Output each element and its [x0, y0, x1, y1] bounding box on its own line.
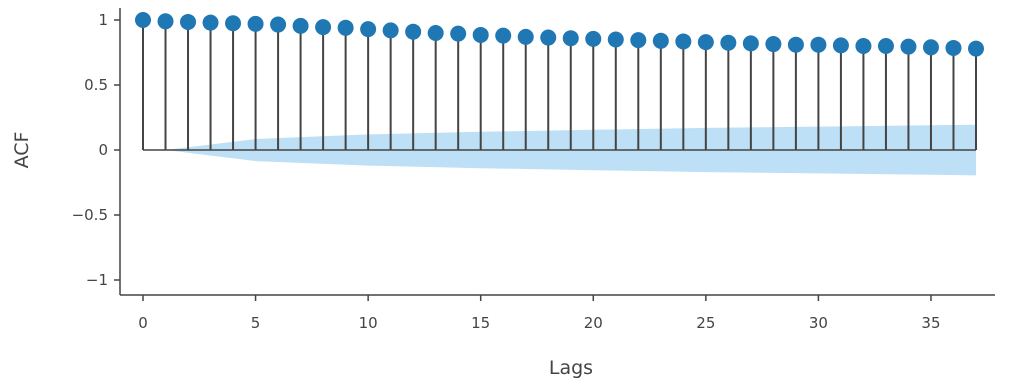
acf-point: [855, 38, 872, 54]
x-tick-label: 30: [809, 314, 828, 332]
acf-point: [202, 14, 219, 31]
y-tick-label: 0.5: [84, 76, 108, 94]
acf-point: [247, 15, 264, 32]
acf-point: [742, 35, 759, 52]
acf-point: [720, 34, 737, 51]
acf-point: [675, 33, 692, 50]
acf-point: [562, 30, 579, 47]
acf-point: [607, 31, 624, 48]
x-tick-label: 0: [138, 314, 148, 332]
acf-point: [495, 27, 512, 44]
x-tick-label: 20: [584, 314, 603, 332]
x-ticks: 0 5 10 15 20 25 30 35: [138, 295, 941, 332]
x-tick-label: 25: [696, 314, 715, 332]
y-tick-label: 0: [98, 141, 108, 159]
y-tick-label: −0.5: [72, 206, 108, 224]
x-axis-title: Lags: [549, 357, 593, 379]
acf-point: [337, 19, 354, 36]
acf-point: [765, 36, 782, 53]
acf-point: [472, 26, 489, 43]
acf-point: [225, 15, 242, 32]
acf-point: [877, 38, 894, 54]
acf-point: [630, 32, 647, 49]
plot-area: [135, 12, 984, 176]
acf-point: [968, 40, 984, 57]
acf-point: [180, 13, 197, 30]
markers-group: [135, 12, 984, 57]
acf-point: [652, 32, 669, 49]
x-tick-label: 15: [471, 314, 490, 332]
acf-point: [945, 39, 962, 56]
acf-point: [517, 28, 534, 45]
acf-point: [832, 37, 849, 54]
acf-point: [540, 29, 557, 46]
y-axis-title: ACF: [11, 132, 33, 169]
y-tick-label: −1: [86, 271, 108, 289]
axes: 1 0.5 0 −0.5 −1 0 5 10 15 20 25 30 35: [72, 8, 995, 332]
x-tick-label: 35: [921, 314, 940, 332]
acf-point: [135, 12, 151, 28]
acf-point: [292, 17, 309, 34]
acf-point: [382, 22, 399, 39]
acf-point: [360, 21, 377, 38]
acf-point: [315, 19, 332, 36]
acf-point: [427, 25, 444, 41]
y-tick-label: 1: [98, 11, 108, 29]
acf-point: [405, 23, 422, 40]
acf-point: [922, 39, 939, 56]
acf-point: [787, 36, 804, 53]
x-tick-label: 5: [251, 314, 261, 332]
acf-point: [585, 30, 602, 47]
stems-group: [142, 20, 977, 150]
acf-point: [900, 38, 917, 55]
y-ticks: 1 0.5 0 −0.5 −1: [72, 11, 120, 289]
acf-point: [157, 13, 174, 30]
acf-point: [697, 34, 714, 51]
acf-point: [810, 36, 827, 53]
acf-point: [450, 25, 467, 42]
x-tick-label: 10: [359, 314, 378, 332]
acf-point: [270, 16, 287, 33]
